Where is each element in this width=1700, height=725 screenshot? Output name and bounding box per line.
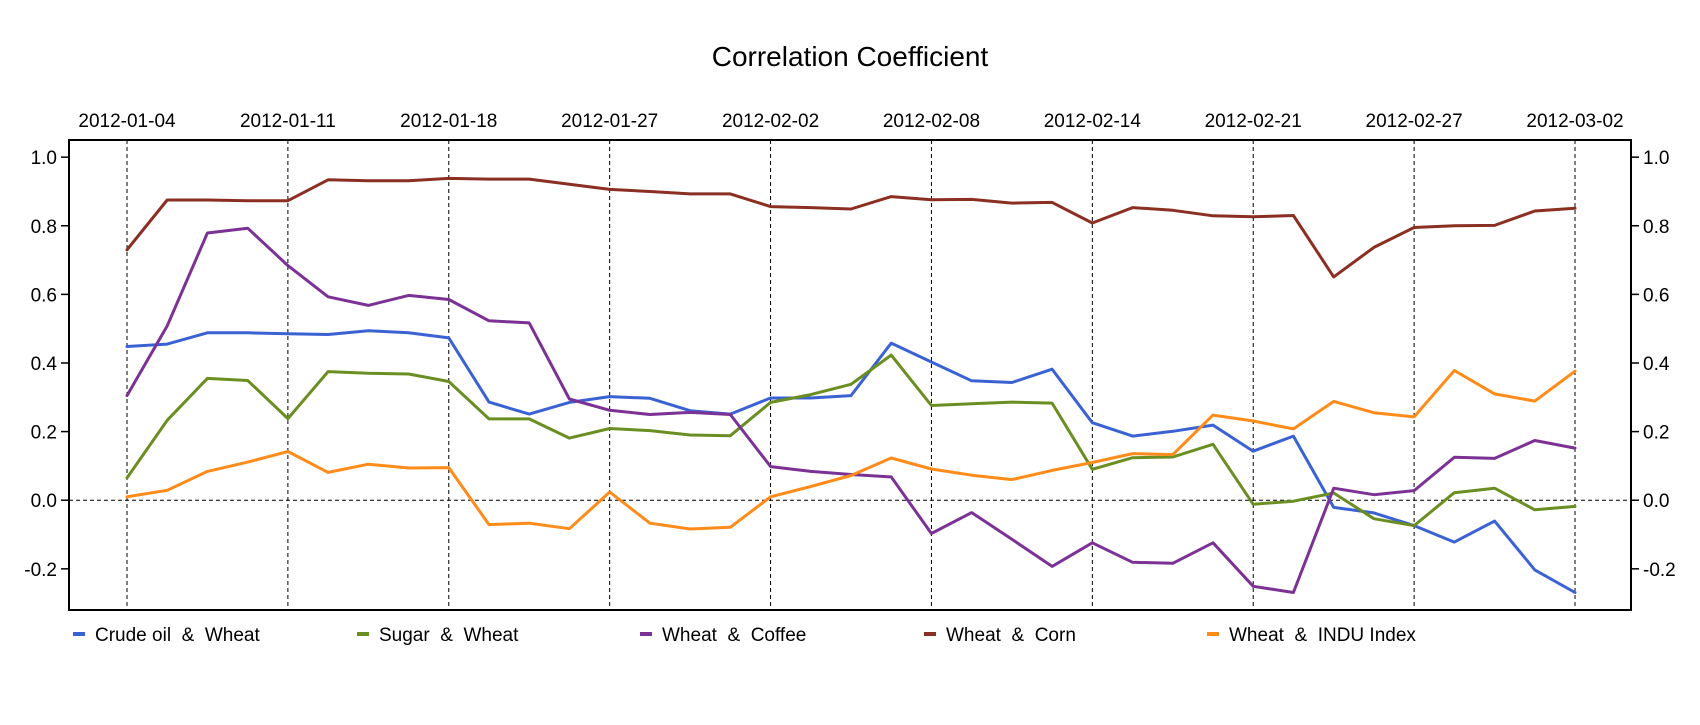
y-tick-label-right-3: 0.4 (1643, 354, 1670, 375)
y-tick-label-left-4: 0.6 (31, 285, 57, 306)
y-tick-label-left-0: -0.2 (24, 560, 57, 581)
x-tick-label-2: 2012-01-18 (400, 111, 497, 132)
chart-title: Correlation Coefficient (712, 41, 989, 72)
series-line-0 (125, 329, 1577, 594)
y-tick-label-right-1: 0.0 (1643, 491, 1669, 512)
series-line-2 (125, 226, 1577, 594)
plot-frame (68, 139, 1632, 611)
y-tick-label-right-6: 1.0 (1643, 148, 1669, 169)
y-tick-label-right-4: 0.6 (1643, 285, 1669, 306)
y-tick-label-left-1: 0.0 (31, 491, 57, 512)
y-axis-right: -0.2 0.0 0.2 0.4 0.6 0.8 1.0 (1631, 148, 1676, 581)
y-axis-left: -0.2 0.0 0.2 0.4 0.6 0.8 1.0 (24, 148, 69, 581)
x-tick-label-0: 2012-01-04 (78, 111, 176, 132)
x-tick-label-4: 2012-02-02 (722, 111, 819, 132)
y-tick-label-right-0: -0.2 (1643, 560, 1676, 581)
y-tick-label-left-5: 0.8 (31, 217, 57, 238)
x-tick-label-5: 2012-02-08 (883, 111, 980, 132)
y-tick-label-left-3: 0.4 (31, 354, 58, 375)
series-line-1 (125, 353, 1577, 528)
legend-label-3: Wheat & Corn (946, 625, 1076, 646)
x-tick-label-9: 2012-03-02 (1526, 111, 1623, 132)
series-layer (125, 176, 1577, 594)
y-tick-label-right-5: 0.8 (1643, 217, 1669, 238)
series-line-3 (125, 176, 1577, 279)
legend-label-4: Wheat & INDU Index (1229, 625, 1416, 646)
legend: Crude oil & Wheat Sugar & Wheat Wheat & Co… (73, 625, 1416, 646)
y-tick-label-right-2: 0.2 (1643, 423, 1669, 444)
x-tick-label-7: 2012-02-21 (1205, 111, 1302, 132)
legend-label-1: Sugar & Wheat (379, 625, 519, 646)
x-axis-top: 2012-01-04 2012-01-11 2012-01-18 2012-01-27… (78, 111, 1623, 132)
x-tick-label-8: 2012-02-27 (1366, 111, 1463, 132)
x-tick-label-1: 2012-01-11 (240, 111, 336, 132)
y-tick-label-left-2: 0.2 (31, 423, 57, 444)
y-tick-label-left-6: 1.0 (31, 148, 57, 169)
legend-label-2: Wheat & Coffee (662, 625, 806, 646)
x-tick-label-3: 2012-01-27 (561, 111, 658, 132)
legend-label-0: Crude oil & Wheat (95, 625, 260, 646)
x-tick-label-6: 2012-02-14 (1044, 111, 1142, 132)
series-line-4 (125, 369, 1577, 531)
grid-layer (69, 140, 1631, 610)
